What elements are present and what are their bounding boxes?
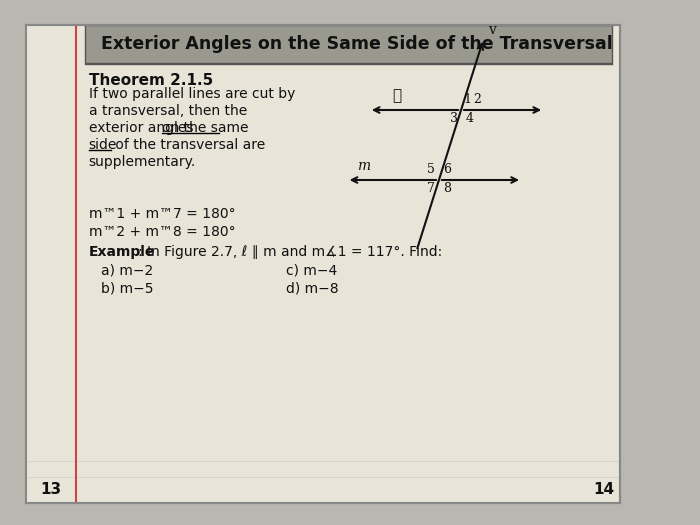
Text: b) m−5: b) m−5	[102, 281, 154, 295]
Text: 5: 5	[428, 163, 435, 176]
Text: supplementary.: supplementary.	[88, 155, 196, 169]
Text: 14: 14	[594, 481, 615, 497]
Text: 3: 3	[450, 112, 459, 125]
Text: 8: 8	[444, 182, 452, 195]
Text: d) m−8: d) m−8	[286, 281, 339, 295]
Text: m™1 + m™7 = 180°: m™1 + m™7 = 180°	[88, 207, 235, 221]
Text: 6: 6	[444, 163, 452, 176]
Text: 13: 13	[40, 481, 62, 497]
Text: v: v	[488, 23, 496, 37]
Text: side: side	[88, 138, 117, 152]
Text: Example: Example	[88, 245, 155, 259]
Text: Theorem 2.1.5: Theorem 2.1.5	[88, 73, 213, 88]
Text: Exterior Angles on the Same Side of the Transversal: Exterior Angles on the Same Side of the …	[102, 35, 613, 53]
Text: If two parallel lines are cut by: If two parallel lines are cut by	[88, 87, 295, 101]
Text: 1: 1	[464, 93, 472, 106]
FancyBboxPatch shape	[26, 25, 620, 503]
Text: 2: 2	[473, 93, 481, 106]
Text: m: m	[357, 159, 370, 173]
Text: on the same: on the same	[162, 121, 248, 135]
FancyBboxPatch shape	[85, 25, 612, 63]
Text: of the transversal are: of the transversal are	[111, 138, 265, 152]
Text: a) m−2: a) m−2	[102, 264, 154, 278]
Text: 4: 4	[466, 112, 474, 125]
Text: a transversal, then the: a transversal, then the	[88, 104, 247, 118]
Text: c) m−4: c) m−4	[286, 264, 337, 278]
Text: ℓ: ℓ	[392, 89, 401, 103]
Text: 7: 7	[428, 182, 435, 195]
Text: : In Figure 2.7, ℓ ∥ m and m∡1 = 117°. Find:: : In Figure 2.7, ℓ ∥ m and m∡1 = 117°. F…	[139, 245, 442, 259]
Text: m™2 + m™8 = 180°: m™2 + m™8 = 180°	[88, 225, 235, 239]
Text: exterior angles: exterior angles	[88, 121, 197, 135]
